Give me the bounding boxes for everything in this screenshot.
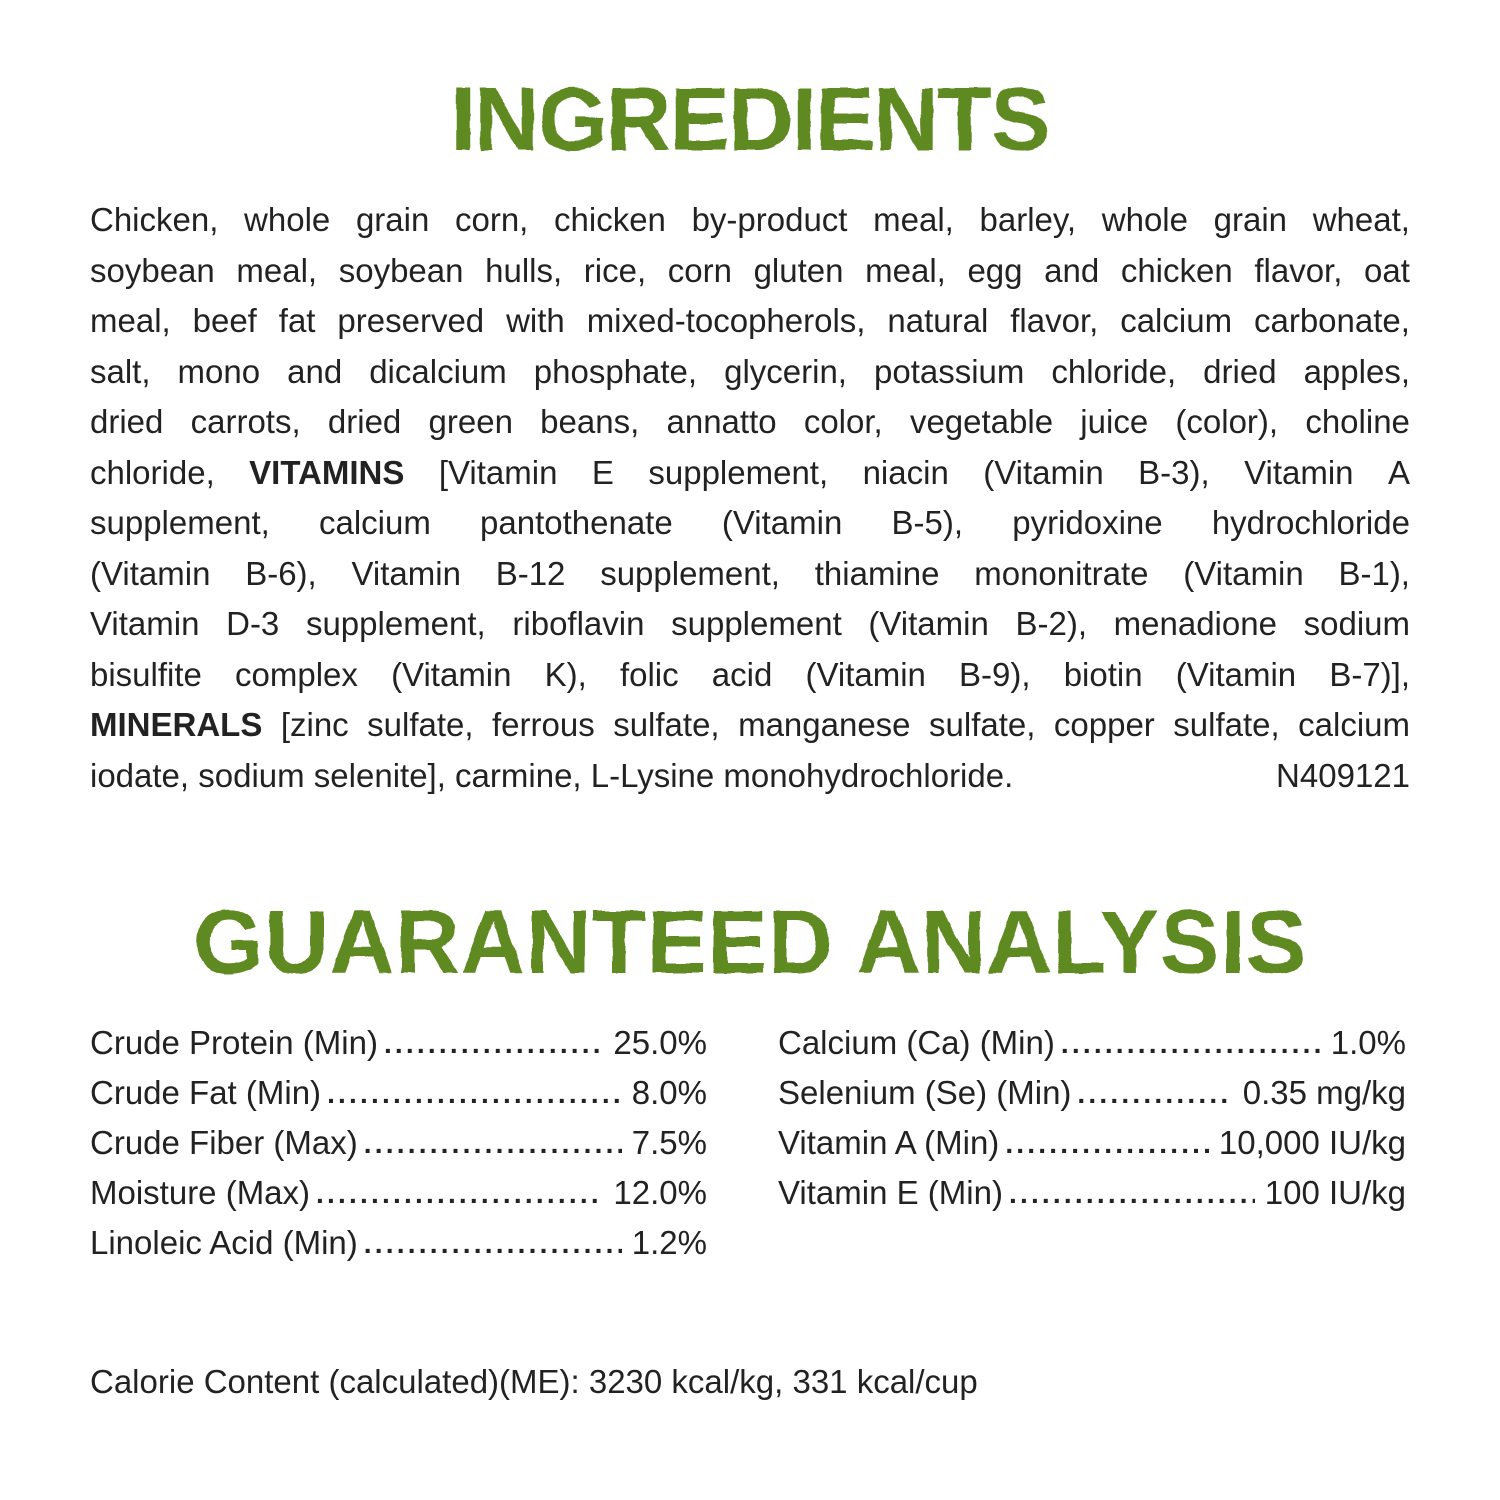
svg-text:GUARANTEED ANALYSIS: GUARANTEED ANALYSIS (194, 893, 1307, 993)
svg-text:INGREDIENTS: INGREDIENTS (451, 70, 1050, 170)
